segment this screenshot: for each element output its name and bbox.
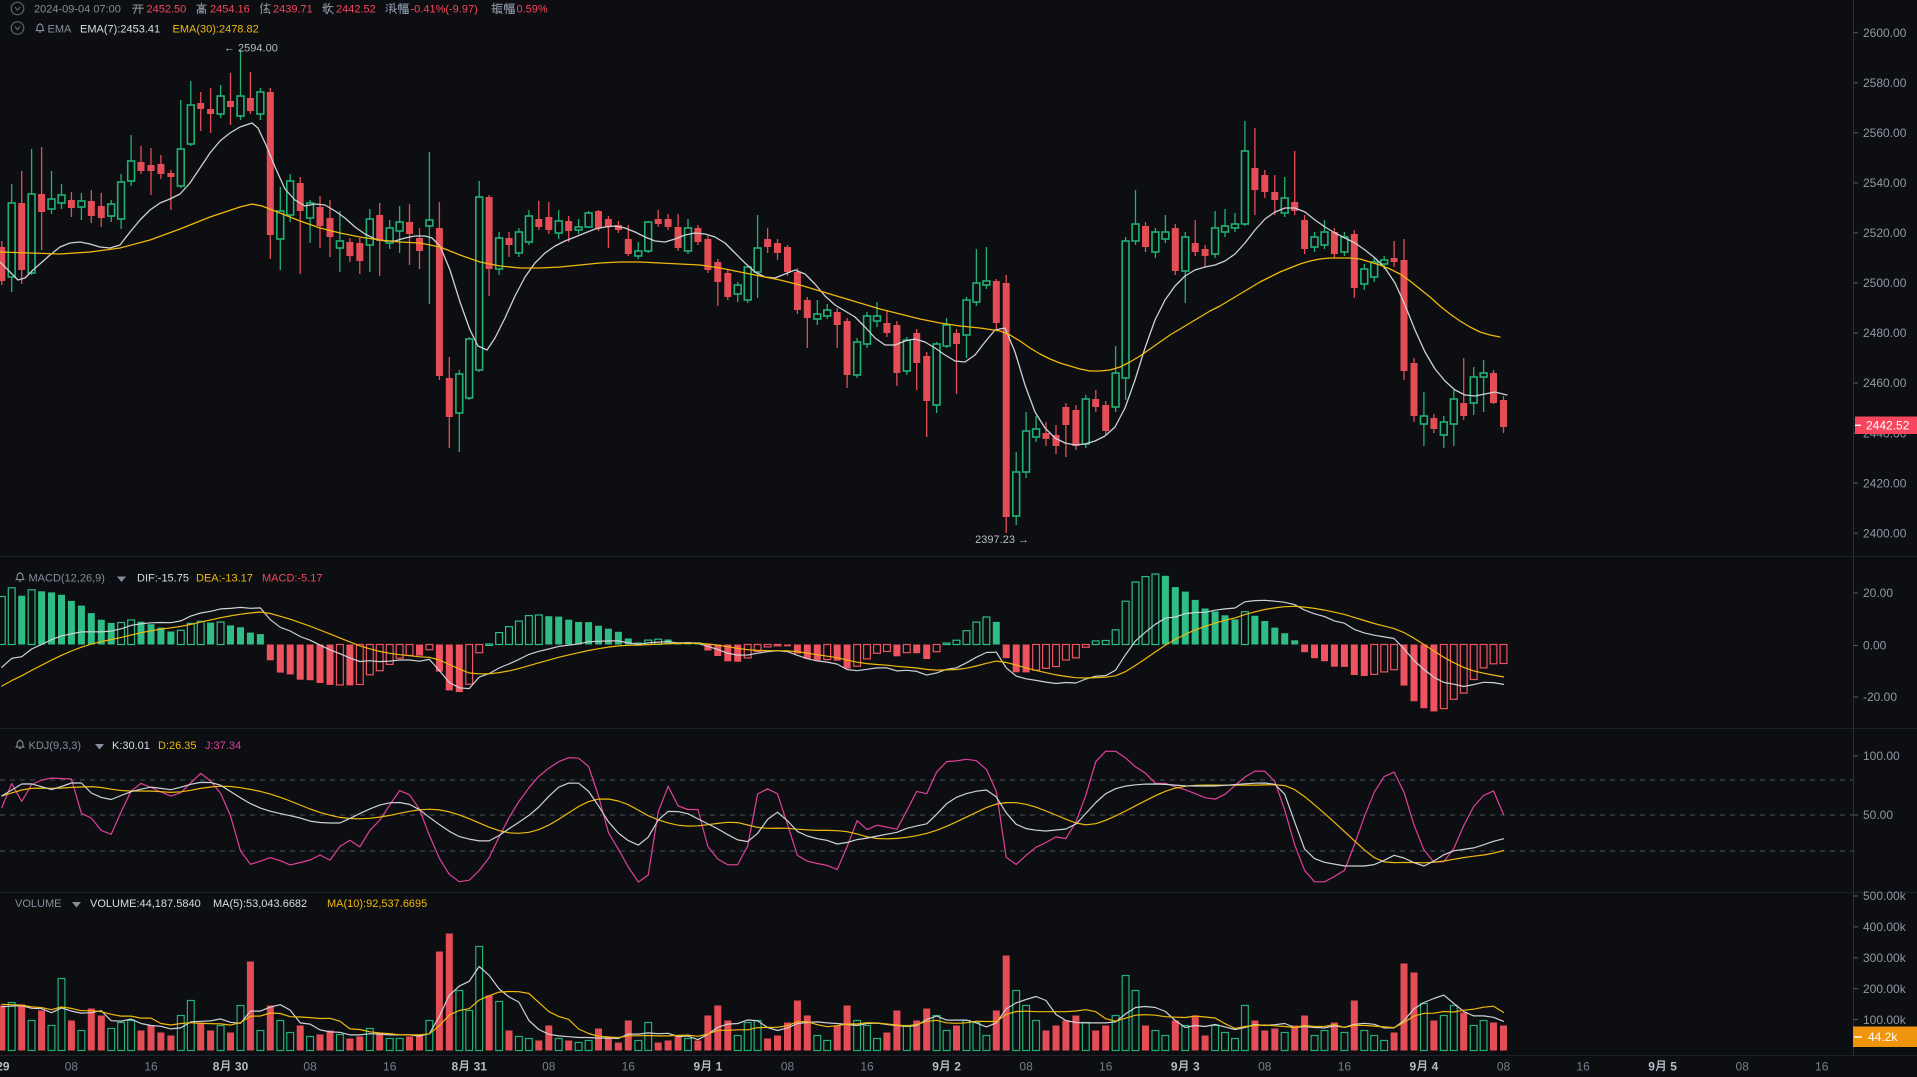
svg-text:300.00k: 300.00k bbox=[1863, 951, 1907, 965]
svg-text:16: 16 bbox=[1338, 1060, 1352, 1074]
svg-text:100.00: 100.00 bbox=[1863, 749, 1900, 763]
svg-text:2540.00: 2540.00 bbox=[1863, 176, 1907, 190]
svg-text:← 2594.00: ← 2594.00 bbox=[224, 43, 278, 55]
svg-text:1: 1 bbox=[716, 1060, 723, 1074]
svg-text:8: 8 bbox=[213, 1060, 220, 1074]
svg-text:9: 9 bbox=[1171, 1060, 1178, 1074]
svg-text:9: 9 bbox=[694, 1060, 701, 1074]
svg-text:08: 08 bbox=[1019, 1060, 1033, 1074]
svg-text:2580.00: 2580.00 bbox=[1863, 76, 1907, 90]
svg-text:5: 5 bbox=[1670, 1060, 1677, 1074]
svg-text:9: 9 bbox=[1648, 1060, 1655, 1074]
svg-text:400.00k: 400.00k bbox=[1863, 920, 1907, 934]
svg-text:8: 8 bbox=[452, 1060, 459, 1074]
svg-text:9: 9 bbox=[1410, 1060, 1417, 1074]
svg-text:08: 08 bbox=[781, 1060, 795, 1074]
svg-text:08: 08 bbox=[1497, 1060, 1511, 1074]
svg-text:2600.00: 2600.00 bbox=[1863, 26, 1907, 40]
svg-text:-20.00: -20.00 bbox=[1863, 690, 1897, 704]
svg-text:29: 29 bbox=[0, 1060, 10, 1074]
svg-text:16: 16 bbox=[144, 1060, 158, 1074]
svg-text:2024-09-04 07:00: 2024-09-04 07:00 bbox=[34, 3, 121, 15]
svg-text:08: 08 bbox=[1736, 1060, 1750, 1074]
svg-text:100.00k: 100.00k bbox=[1863, 1013, 1907, 1027]
svg-text:2500.00: 2500.00 bbox=[1863, 276, 1907, 290]
svg-text:MA(5):53,043.6682: MA(5):53,043.6682 bbox=[213, 898, 307, 910]
svg-text:2442.52: 2442.52 bbox=[1866, 419, 1910, 433]
svg-text:16: 16 bbox=[383, 1060, 397, 1074]
svg-text:08: 08 bbox=[1258, 1060, 1272, 1074]
svg-text:VOLUME: VOLUME bbox=[15, 898, 61, 910]
svg-text:31: 31 bbox=[474, 1060, 488, 1074]
svg-text:16: 16 bbox=[1099, 1060, 1113, 1074]
svg-text:2560.00: 2560.00 bbox=[1863, 126, 1907, 140]
svg-text:0.00: 0.00 bbox=[1863, 639, 1887, 653]
svg-text:DEA:-13.17: DEA:-13.17 bbox=[196, 573, 253, 585]
svg-text:44.2k: 44.2k bbox=[1868, 1030, 1898, 1044]
svg-text:2420.00: 2420.00 bbox=[1863, 476, 1907, 490]
svg-text:DIF:-15.75: DIF:-15.75 bbox=[137, 573, 189, 585]
svg-text:2452.50: 2452.50 bbox=[147, 3, 187, 15]
svg-text:08: 08 bbox=[65, 1060, 79, 1074]
svg-text:K:30.01: K:30.01 bbox=[112, 740, 150, 752]
svg-text:20.00: 20.00 bbox=[1863, 586, 1893, 600]
svg-text:VOLUME:44,187.5840: VOLUME:44,187.5840 bbox=[90, 898, 201, 910]
svg-text:2439.71: 2439.71 bbox=[273, 3, 313, 15]
svg-text:EMA(30):2478.82: EMA(30):2478.82 bbox=[173, 23, 259, 35]
svg-text:0.59%: 0.59% bbox=[517, 3, 548, 15]
svg-text:2400.00: 2400.00 bbox=[1863, 526, 1907, 540]
svg-text:50.00: 50.00 bbox=[1863, 808, 1893, 822]
svg-text:200.00k: 200.00k bbox=[1863, 982, 1907, 996]
svg-text:KDJ(9,3,3): KDJ(9,3,3) bbox=[29, 740, 82, 752]
svg-text:16: 16 bbox=[1815, 1060, 1829, 1074]
svg-text:3: 3 bbox=[1193, 1060, 1200, 1074]
svg-text:16: 16 bbox=[622, 1060, 636, 1074]
svg-text:2397.23 →: 2397.23 → bbox=[975, 534, 1029, 546]
svg-text:2480.00: 2480.00 bbox=[1863, 326, 1907, 340]
svg-text:16: 16 bbox=[1576, 1060, 1590, 1074]
svg-text:J:37.34: J:37.34 bbox=[205, 740, 241, 752]
svg-text:2454.16: 2454.16 bbox=[210, 3, 250, 15]
svg-text:08: 08 bbox=[303, 1060, 317, 1074]
svg-text:MACD:-5.17: MACD:-5.17 bbox=[262, 573, 323, 585]
svg-text:30: 30 bbox=[235, 1060, 249, 1074]
svg-text:2460.00: 2460.00 bbox=[1863, 376, 1907, 390]
svg-text:EMA(7):2453.41: EMA(7):2453.41 bbox=[80, 23, 160, 35]
svg-text:2: 2 bbox=[954, 1060, 961, 1074]
svg-text:D:26.35: D:26.35 bbox=[158, 740, 197, 752]
svg-text:2520.00: 2520.00 bbox=[1863, 226, 1907, 240]
svg-text:-0.41%(-9.97): -0.41%(-9.97) bbox=[411, 3, 478, 15]
svg-text:2442.52: 2442.52 bbox=[336, 3, 376, 15]
svg-text:9: 9 bbox=[932, 1060, 939, 1074]
svg-text:EMA: EMA bbox=[48, 23, 73, 35]
svg-text:500.00k: 500.00k bbox=[1863, 889, 1907, 903]
svg-text:MA(10):92,537.6695: MA(10):92,537.6695 bbox=[327, 898, 427, 910]
svg-text:16: 16 bbox=[860, 1060, 874, 1074]
svg-text:4: 4 bbox=[1432, 1060, 1439, 1074]
svg-text:MACD(12,26,9): MACD(12,26,9) bbox=[29, 573, 105, 585]
svg-text:08: 08 bbox=[542, 1060, 556, 1074]
